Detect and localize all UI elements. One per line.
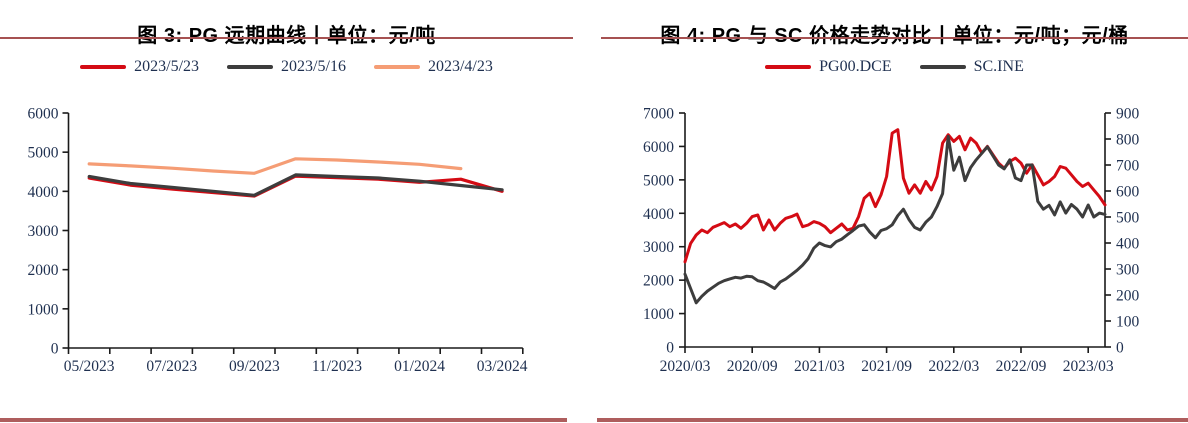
legend-label: 2023/4/23 <box>427 58 493 75</box>
tick-label: 2023/03 <box>1063 358 1114 375</box>
tick-label: 6000 <box>643 139 674 156</box>
tick-label: 2000 <box>28 262 59 279</box>
legend-swatch-line <box>919 65 966 69</box>
tick-label: 03/2024 <box>477 358 528 375</box>
tick-label: 400 <box>1116 236 1140 253</box>
legend-swatch-line <box>765 65 812 69</box>
tick-label: 800 <box>1116 132 1140 149</box>
tick-label: 600 <box>1116 184 1140 201</box>
tick-label: 6000 <box>28 106 59 123</box>
legend-item: 2023/5/16 <box>227 58 346 76</box>
tick-label: 900 <box>1116 106 1140 123</box>
tick-label: 2000 <box>643 273 674 290</box>
right-footer-rule <box>597 418 1188 422</box>
legend-label: 2023/5/23 <box>134 58 200 75</box>
pg-forward-curve-chart: 0 1000 2000 3000 4000 5000 6000 05/2023 07/2023 0… <box>28 106 528 376</box>
tick-label: 500 <box>1116 210 1140 227</box>
legend-label: 2023/5/16 <box>281 58 346 75</box>
left-legend: 2023/5/23 2023/5/16 2023/4/23 <box>0 56 573 78</box>
tick-label: 3000 <box>28 223 59 240</box>
tick-label: 100 <box>1116 314 1140 331</box>
right-legend: PG00.DCE SC.INE <box>601 56 1188 78</box>
tick-label: 2020/09 <box>727 358 778 375</box>
legend-item: SC.INE <box>919 58 1024 76</box>
left-footer-rule <box>0 418 567 422</box>
right-title-rule <box>601 37 1188 39</box>
pg-sc-price-trend-chart: 0 1000 2000 3000 4000 5000 6000 7000 0 100 200 300 4… <box>643 106 1140 376</box>
legend-item: 2023/4/23 <box>373 58 493 76</box>
tick-label: 0 <box>51 341 59 358</box>
tick-label: 01/2024 <box>394 358 445 375</box>
tick-label: 2022/09 <box>996 358 1047 375</box>
tick-label: 200 <box>1116 288 1140 305</box>
tick-label: 5000 <box>28 145 59 162</box>
tick-label: 4000 <box>28 184 59 201</box>
legend-swatch-line <box>373 65 420 69</box>
tick-label: 2021/03 <box>794 358 845 375</box>
tick-label: 3000 <box>643 239 674 256</box>
tick-label: 05/2023 <box>64 358 115 375</box>
legend-label: PG00.DCE <box>819 58 892 75</box>
series-line-2023/5/16 <box>87 173 504 197</box>
right-panel-title: 图 4: PG 与 SC 价格走势对比丨单位：元/吨；元/桶 <box>660 24 1129 47</box>
legend-label: SC.INE <box>973 58 1024 75</box>
tick-label: 2021/09 <box>861 358 912 375</box>
tick-label: 2022/03 <box>928 358 979 375</box>
tick-label: 07/2023 <box>146 358 197 375</box>
tick-label: 0 <box>666 340 674 357</box>
series-line-PG00.DCE <box>683 128 1107 264</box>
series-line-2023/4/23 <box>87 157 463 175</box>
tick-label: 0 <box>1116 340 1124 357</box>
tick-label: 2020/03 <box>660 358 711 375</box>
series-line-SC.INE <box>683 134 1107 305</box>
left-title-rule <box>0 37 573 39</box>
tick-label: 11/2023 <box>312 358 362 375</box>
legend-swatch-line <box>80 65 127 69</box>
tick-label: 300 <box>1116 262 1140 279</box>
tick-label: 1000 <box>28 301 59 318</box>
tick-label: 09/2023 <box>229 358 280 375</box>
tick-label: 1000 <box>643 306 674 323</box>
tick-label: 700 <box>1116 158 1140 175</box>
left-panel-title: 图 3: PG 远期曲线丨单位：元/吨 <box>137 24 436 47</box>
legend-swatch-line <box>227 65 274 69</box>
legend-item: 2023/5/23 <box>80 58 199 76</box>
legend-item: PG00.DCE <box>765 58 892 76</box>
tick-label: 5000 <box>643 172 674 189</box>
tick-label: 4000 <box>643 206 674 223</box>
tick-label: 7000 <box>643 106 674 123</box>
